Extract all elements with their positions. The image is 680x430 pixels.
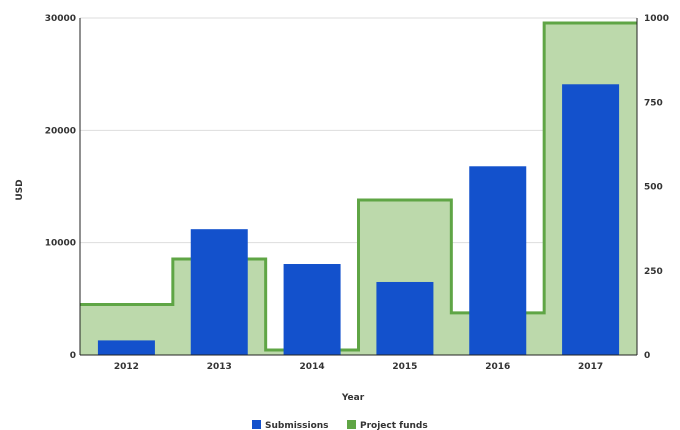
y-tick-label-30000: 30000	[45, 14, 76, 24]
y-tick-label-20000: 20000	[45, 126, 76, 136]
legend-label-submissions: Submissions	[265, 421, 329, 430]
submissions-bar-2013	[191, 229, 248, 355]
y2-tick-label-500: 500	[644, 183, 663, 193]
y-axis-title: USD	[15, 179, 25, 200]
x-tick-label-2015: 2015	[392, 362, 417, 372]
x-tick-label-2014: 2014	[300, 362, 325, 372]
x-tick-label-2013: 2013	[207, 362, 232, 372]
y2-tick-label-750: 750	[644, 98, 663, 108]
legend-swatch-submissions	[252, 420, 261, 429]
submissions-bar-2016	[469, 166, 526, 355]
x-tick-label-2017: 2017	[578, 362, 603, 372]
legend: Submissions Project funds	[252, 420, 428, 430]
y-tick-label-0: 0	[70, 351, 76, 361]
submissions-bar-2012	[98, 340, 155, 355]
submissions-bar-2014	[284, 264, 341, 355]
x-axis-title: Year	[341, 393, 365, 403]
y-tick-label-10000: 10000	[45, 239, 76, 249]
y2-tick-label-1000: 1000	[644, 14, 669, 24]
submissions-bar-2017	[562, 84, 619, 355]
project-funds-area-layer	[80, 23, 637, 355]
submissions-bar-2015	[376, 282, 433, 355]
y2-tick-label-0: 0	[644, 351, 650, 361]
x-tick-label-2016: 2016	[485, 362, 510, 372]
legend-label-project-funds: Project funds	[360, 421, 428, 430]
x-tick-label-2012: 2012	[114, 362, 139, 372]
legend-swatch-project-funds	[347, 420, 356, 429]
y2-tick-label-250: 250	[644, 267, 663, 277]
